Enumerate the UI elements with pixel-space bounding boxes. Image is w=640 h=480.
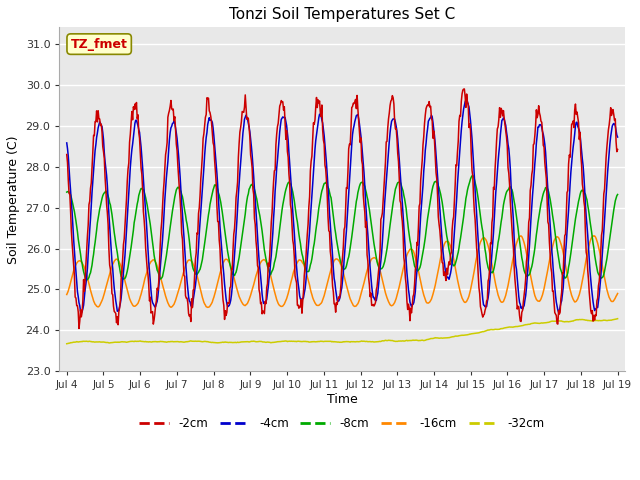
Y-axis label: Soil Temperature (C): Soil Temperature (C) <box>7 135 20 264</box>
Title: Tonzi Soil Temperatures Set C: Tonzi Soil Temperatures Set C <box>229 7 455 22</box>
Legend: -2cm, -4cm, -8cm, -16cm, -32cm: -2cm, -4cm, -8cm, -16cm, -32cm <box>134 412 550 434</box>
X-axis label: Time: Time <box>327 393 358 406</box>
Text: TZ_fmet: TZ_fmet <box>70 37 127 50</box>
